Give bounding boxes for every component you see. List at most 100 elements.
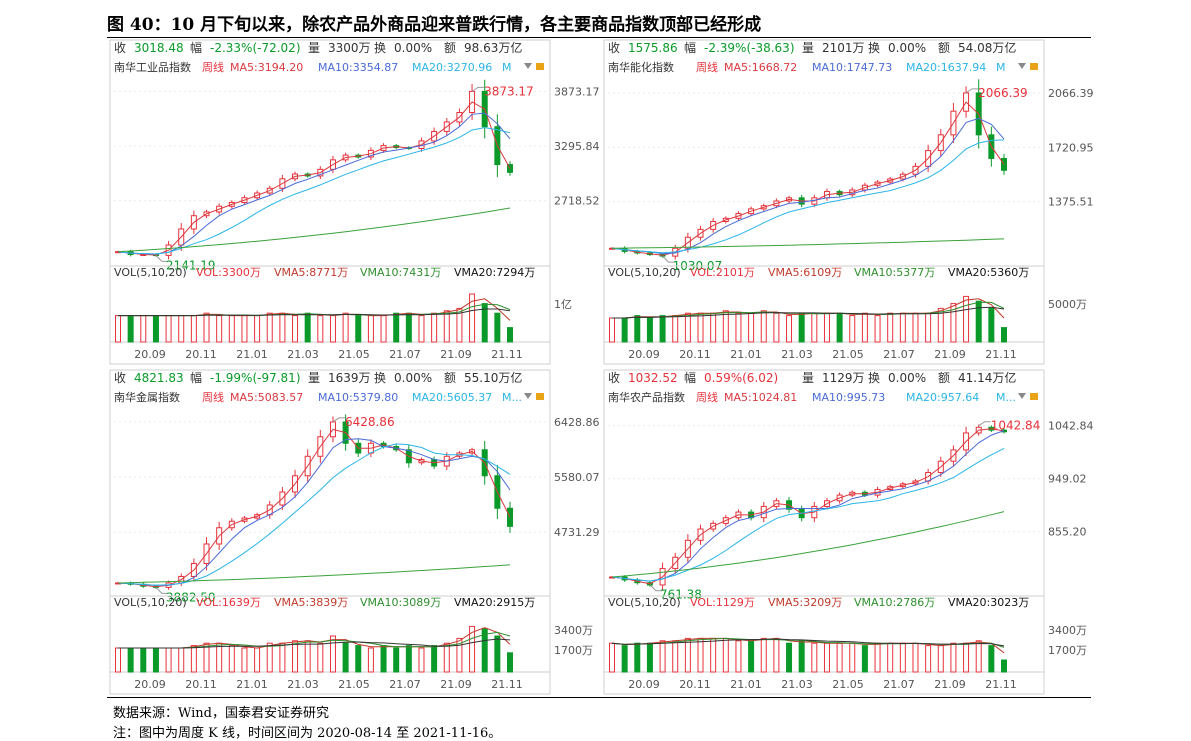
x-tick-label: 21.07 (883, 678, 915, 691)
volume-bar (469, 293, 476, 343)
volume-bar (1001, 659, 1007, 673)
ma60-line (611, 238, 1005, 249)
x-tick-label: 21.03 (287, 348, 319, 361)
stat-close: 4821.83 (134, 371, 184, 385)
stat-close-label: 收 (608, 371, 620, 385)
y-tick-label: 2718.52 (554, 195, 600, 208)
x-tick-label: 20.11 (185, 678, 217, 691)
index-name: 南华农产品指数 (608, 390, 685, 404)
stat-chg-label: 幅 (190, 370, 202, 385)
volume-bar (912, 642, 919, 673)
x-tick-label: 20.11 (185, 348, 217, 361)
volume-bar (292, 640, 299, 673)
vma5-label: VMA5:8771万 (274, 266, 348, 279)
vol-head: VOL(5,10,20) (608, 596, 681, 609)
volume-bar (380, 315, 387, 343)
volume-bar (609, 642, 615, 673)
x-tick-label: 21.03 (781, 348, 813, 361)
ma5-label: MA5:1668.72 (724, 61, 797, 74)
volume-bar (646, 317, 653, 343)
stat-vol: 2101万 (822, 41, 865, 55)
chart-panel-2: 收 1575.86 幅 -2.39%(-38.63) 量 2101万换 0.00% 额 54.0… (603, 39, 1094, 365)
vol-tick-label: 3400万 (554, 624, 593, 637)
volume-bar (672, 315, 679, 343)
vol-tick-label: 1亿 (554, 298, 572, 311)
more-label: M... (502, 391, 522, 404)
stat-amt: 41.14万亿 (958, 370, 1016, 385)
title-rule (107, 37, 1091, 38)
stat-chg-label: 幅 (684, 40, 696, 55)
stat-close-label: 收 (114, 41, 126, 55)
volume-bar (178, 315, 185, 343)
volume-bar (241, 315, 248, 343)
volume-bar (925, 312, 932, 343)
volume-bars (115, 625, 513, 673)
index-name: 南华金属指数 (114, 390, 180, 404)
vol-tick-label: 5000万 (1048, 298, 1087, 311)
ma20-label: MA20:3270.96 (412, 61, 492, 74)
stat-chg: -2.33%(-72.02) (210, 41, 301, 55)
volume-bar (241, 647, 248, 673)
volume-bar (748, 640, 755, 673)
vol-label: VOL:3300万 (196, 266, 261, 279)
volume-bar (722, 310, 729, 343)
vol-tick-label: 1700万 (1048, 644, 1087, 657)
stat-turn-label: 换 (374, 371, 386, 385)
x-tick-label: 21.01 (730, 348, 762, 361)
volume-bar (925, 645, 932, 673)
ma60-line (117, 564, 511, 584)
ma10-label: MA10:5379.80 (318, 391, 398, 404)
volume-bar (646, 642, 653, 673)
vma20-label: VMA20:3023万 (948, 596, 1029, 609)
x-tick-label: 21.09 (934, 678, 966, 691)
stat-close: 1032.52 (628, 371, 678, 385)
volume-bar (609, 317, 615, 343)
volume-bar (266, 642, 273, 673)
volume-bar (773, 312, 780, 343)
volume-bar (203, 642, 210, 673)
volume-bar (697, 312, 704, 343)
volume-bar (722, 637, 729, 673)
candle-body (507, 507, 513, 527)
y-tick-label: 949.02 (1048, 473, 1087, 486)
volume-bar (899, 642, 906, 673)
ma10-line (117, 112, 511, 255)
vma10-label: VMA10:5377万 (854, 266, 935, 279)
volume-bar (115, 647, 121, 673)
min-pointer (649, 584, 662, 592)
volume-bar (418, 647, 425, 673)
volume-bar (849, 642, 856, 673)
volume-bar (216, 315, 223, 343)
volume-bar (304, 640, 311, 673)
volume-bar (418, 315, 425, 343)
stat-turn: 0.00% (394, 371, 432, 385)
volume-bar (874, 642, 881, 673)
volume-bar (912, 312, 919, 343)
more-label: M (996, 61, 1006, 74)
period-label: 周线 (202, 60, 224, 74)
stat-turn-label: 换 (374, 41, 386, 55)
volume-bar (405, 312, 412, 343)
volume-bar (254, 647, 261, 673)
vma5-label: VMA5:3209万 (768, 596, 842, 609)
ma5-line (611, 428, 1005, 585)
ma10-line (611, 117, 1005, 255)
dropdown-icon (1018, 63, 1026, 69)
ma20-line (611, 139, 1005, 254)
x-tick-label: 21.05 (338, 678, 370, 691)
volume-bar (317, 315, 324, 343)
stat-vol-label: 量 (308, 371, 320, 385)
stat-vol: 1129万 (822, 371, 865, 385)
volume-bar (950, 642, 957, 673)
volume-bar (127, 647, 134, 673)
volume-bar (773, 637, 780, 673)
volume-bar (494, 635, 501, 673)
x-tick-label: 21.11 (985, 348, 1017, 361)
vma5-label: VMA5:6109万 (768, 266, 842, 279)
ma20-label: MA20:957.64 (906, 391, 979, 404)
max-pointer (965, 88, 979, 94)
volume-bar (836, 312, 843, 343)
volume-bar (735, 640, 742, 673)
stat-amt-label: 额 (444, 41, 456, 55)
